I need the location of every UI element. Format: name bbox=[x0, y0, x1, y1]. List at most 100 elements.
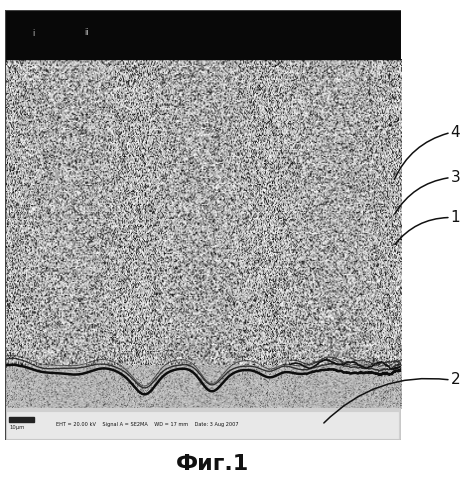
Point bbox=[8, 338, 16, 346]
Point bbox=[370, 266, 377, 274]
Point bbox=[312, 134, 320, 141]
Point bbox=[91, 309, 99, 317]
Point bbox=[80, 261, 88, 269]
Point bbox=[119, 56, 126, 64]
Point bbox=[362, 262, 369, 270]
Point bbox=[393, 166, 401, 174]
Point bbox=[351, 256, 359, 264]
Point bbox=[331, 356, 338, 364]
Point bbox=[322, 358, 329, 366]
Point bbox=[240, 72, 248, 80]
Point bbox=[9, 341, 17, 349]
Point bbox=[36, 282, 44, 290]
Point bbox=[381, 274, 389, 282]
Point bbox=[392, 102, 400, 110]
Point bbox=[212, 345, 220, 353]
Point bbox=[58, 279, 65, 287]
Point bbox=[277, 88, 284, 96]
Point bbox=[153, 304, 161, 312]
Point bbox=[88, 304, 95, 312]
Point bbox=[360, 177, 368, 185]
Point bbox=[154, 204, 161, 212]
Point bbox=[313, 282, 320, 290]
Point bbox=[160, 188, 168, 196]
Point bbox=[226, 342, 233, 350]
Point bbox=[262, 150, 270, 158]
Point bbox=[309, 148, 317, 156]
Point bbox=[247, 69, 255, 77]
Point bbox=[196, 156, 204, 164]
Point bbox=[187, 82, 195, 90]
Point bbox=[2, 216, 10, 224]
Point bbox=[64, 59, 72, 67]
Point bbox=[78, 114, 86, 122]
Point bbox=[170, 295, 178, 303]
Point bbox=[327, 298, 335, 306]
Point bbox=[324, 131, 331, 139]
Point bbox=[304, 272, 312, 280]
Point bbox=[118, 214, 125, 222]
Point bbox=[230, 160, 238, 168]
Point bbox=[196, 176, 204, 184]
Point bbox=[119, 282, 126, 290]
Point bbox=[18, 101, 25, 109]
Point bbox=[202, 148, 210, 156]
Point bbox=[69, 297, 76, 305]
Point bbox=[287, 190, 294, 198]
Point bbox=[166, 152, 173, 160]
Point bbox=[204, 185, 211, 193]
Point bbox=[394, 150, 401, 158]
Point bbox=[66, 229, 73, 237]
Point bbox=[322, 168, 330, 175]
Point bbox=[138, 225, 145, 233]
Point bbox=[329, 106, 337, 114]
Point bbox=[343, 236, 350, 244]
Point bbox=[202, 120, 210, 128]
Point bbox=[104, 279, 112, 287]
Point bbox=[287, 218, 295, 226]
Point bbox=[132, 186, 139, 194]
Point bbox=[112, 233, 119, 241]
Point bbox=[20, 236, 28, 244]
Point bbox=[307, 137, 314, 145]
Point bbox=[252, 182, 260, 190]
Point bbox=[218, 95, 226, 103]
Point bbox=[266, 163, 274, 171]
Point bbox=[270, 90, 277, 98]
Point bbox=[383, 306, 390, 314]
Point bbox=[164, 244, 172, 252]
Point bbox=[372, 199, 380, 207]
Point bbox=[295, 122, 303, 130]
Point bbox=[358, 200, 366, 207]
Point bbox=[164, 102, 171, 110]
Point bbox=[323, 134, 330, 142]
Point bbox=[393, 78, 400, 86]
Point bbox=[358, 369, 366, 377]
Point bbox=[133, 167, 141, 175]
Point bbox=[10, 236, 17, 244]
Point bbox=[380, 249, 388, 257]
Point bbox=[156, 232, 164, 240]
Point bbox=[194, 78, 201, 86]
Point bbox=[183, 215, 190, 223]
Point bbox=[307, 264, 315, 272]
Point bbox=[108, 305, 115, 313]
Point bbox=[69, 360, 77, 368]
Point bbox=[312, 279, 319, 287]
Point bbox=[227, 356, 235, 364]
Point bbox=[158, 196, 166, 204]
Point bbox=[85, 141, 93, 149]
Point bbox=[123, 346, 131, 354]
Point bbox=[191, 235, 199, 243]
Point bbox=[51, 244, 59, 252]
Point bbox=[55, 362, 62, 370]
Point bbox=[299, 175, 306, 183]
Point bbox=[138, 306, 146, 314]
Point bbox=[346, 91, 354, 99]
Point bbox=[138, 320, 145, 328]
Point bbox=[380, 167, 388, 175]
Point bbox=[223, 253, 231, 261]
Point bbox=[303, 334, 310, 342]
Point bbox=[345, 88, 353, 96]
Point bbox=[7, 294, 15, 302]
